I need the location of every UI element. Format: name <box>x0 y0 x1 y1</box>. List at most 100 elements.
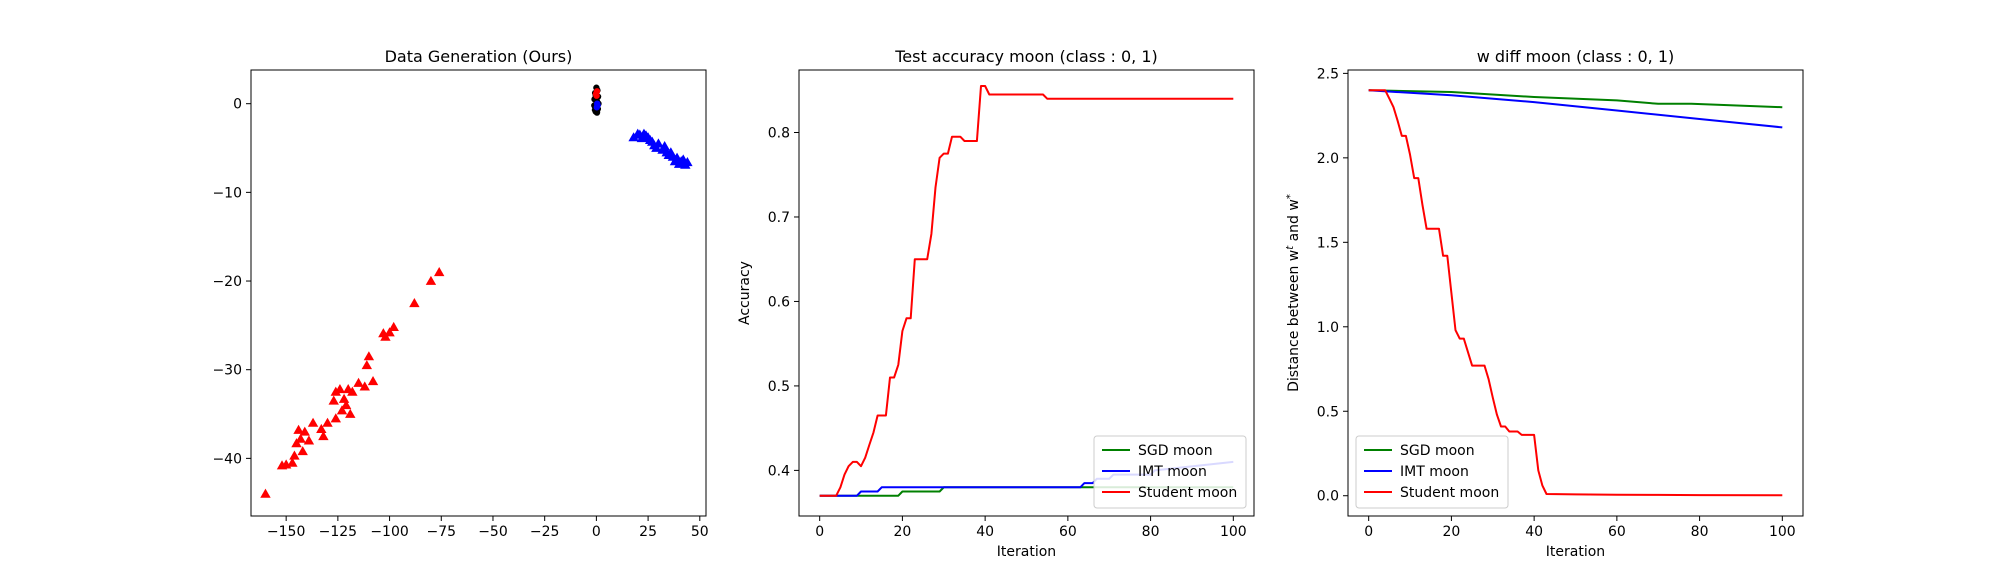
x-tick-label: −150 <box>267 524 305 540</box>
series-line-student-moon <box>1368 89 1783 497</box>
triangle-marker <box>363 351 375 361</box>
y-tick-label: 0.5 <box>768 379 790 395</box>
x-tick-label: −50 <box>478 524 508 540</box>
axes-frame <box>250 69 707 517</box>
triangle-marker <box>316 423 327 434</box>
y-axis-label-part: t <box>1285 245 1296 250</box>
x-tick-label: 60 <box>1608 524 1626 540</box>
chart-panel-2: 0 20 40 60 80 100 0.4 0.5 0.6 0.7 0.8 Test accuracy… <box>737 47 1255 560</box>
y-tick-label: −40 <box>212 451 242 467</box>
x-tick-label: 20 <box>893 524 911 540</box>
y-axis-label-part: and w <box>1286 199 1302 246</box>
legend-box <box>1355 435 1509 509</box>
triangle-marker <box>276 460 288 470</box>
y-tick-label: 0.4 <box>768 463 790 479</box>
x-tick-label: 0 <box>815 524 824 540</box>
y-tick-label: −10 <box>212 185 242 201</box>
series-line-student-moon <box>819 85 1234 497</box>
triangle-marker <box>322 417 333 427</box>
triangle-marker <box>384 327 395 337</box>
triangle-marker <box>293 424 304 434</box>
x-tick-label: −125 <box>319 524 357 540</box>
y-tick-label: 0.5 <box>1317 404 1339 420</box>
triangle-marker <box>307 417 319 427</box>
triangle-marker <box>330 386 341 396</box>
legend: SGD moon IMT moon Student moon <box>1093 435 1247 509</box>
dot-marker <box>594 102 601 109</box>
x-tick-label: 80 <box>1142 524 1160 540</box>
legend-label: SGD moon <box>1400 443 1475 459</box>
y-tick-label: 0.0 <box>1317 489 1339 505</box>
y-tick-label: 0.6 <box>768 294 790 310</box>
x-tick-label: 0 <box>1364 524 1373 540</box>
y-tick-label: 1.5 <box>1317 235 1339 251</box>
x-tick-label: 60 <box>1059 524 1077 540</box>
triangle-marker <box>361 360 373 370</box>
triangle-marker <box>353 377 364 387</box>
x-tick-label: 40 <box>1525 524 1543 540</box>
legend: SGD moon IMT moon Student moon <box>1355 435 1509 509</box>
x-axis-label: Iteration <box>997 544 1056 560</box>
triangle-marker <box>682 157 693 167</box>
y-axis-label: Accuracy <box>737 261 753 325</box>
x-axis-label: Iteration <box>1546 544 1605 560</box>
triangle-marker <box>338 393 350 403</box>
y-tick-label: 1.0 <box>1317 320 1339 336</box>
plot-area <box>260 84 693 498</box>
y-tick-label: −20 <box>212 274 242 290</box>
axes-frame <box>798 69 1255 517</box>
triangle-marker <box>297 446 308 456</box>
triangle-marker <box>336 405 348 415</box>
triangle-marker <box>295 433 306 443</box>
legend-label: Student moon <box>1400 485 1499 501</box>
dot-marker <box>593 92 600 99</box>
triangle-marker <box>425 275 437 285</box>
x-tick-label: 80 <box>1691 524 1709 540</box>
y-tick-label: −30 <box>212 363 242 379</box>
y-axis-label: Distance between wt and w* <box>1285 194 1303 392</box>
chart-panel-1: −150 −125 −100 −75 −50 −25 0 25 50 0 −10 −20 −30 −40 D… <box>212 47 708 540</box>
triangle-marker <box>347 386 358 396</box>
triangle-marker <box>289 450 300 460</box>
x-tick-label: −75 <box>426 524 456 540</box>
series-line-sgd-moon <box>1368 89 1783 109</box>
x-tick-label: 25 <box>639 524 657 540</box>
triangle-marker <box>378 328 389 338</box>
legend-label: IMT moon <box>1138 464 1207 480</box>
y-tick-label: 0 <box>233 97 242 113</box>
triangle-marker <box>287 457 298 467</box>
chart-title: w diff moon (class : 0, 1) <box>1477 47 1675 66</box>
chart-panel-3: 0 20 40 60 80 100 0.0 0.5 1.0 1.5 2.0 2.5 w diff moo… <box>1285 47 1804 560</box>
y-tick-label: 0.8 <box>768 126 790 142</box>
triangle-marker <box>303 435 315 445</box>
plot-area <box>819 85 1234 497</box>
triangle-marker <box>291 438 302 448</box>
x-tick-label: 40 <box>976 524 994 540</box>
triangle-marker <box>343 384 354 394</box>
x-tick-label: 20 <box>1442 524 1460 540</box>
triangle-marker <box>409 297 420 308</box>
y-tick-label: 2.5 <box>1317 66 1339 82</box>
x-tick-label: 0 <box>592 524 601 540</box>
legend-box <box>1093 435 1247 509</box>
x-tick-label: −100 <box>370 524 408 540</box>
triangle-marker <box>340 399 352 410</box>
legend-label: Student moon <box>1138 485 1237 501</box>
triangle-marker <box>318 430 329 441</box>
legend-label: IMT moon <box>1400 464 1469 480</box>
triangle-marker <box>359 381 370 391</box>
y-tick-label: 0.7 <box>768 210 790 226</box>
triangle-marker <box>434 266 445 277</box>
y-axis-label-part: Distance between w <box>1286 250 1302 392</box>
chart-title: Data Generation (Ours) <box>385 47 573 66</box>
triangle-marker <box>367 376 379 386</box>
triangle-marker <box>328 395 339 405</box>
x-tick-label: 100 <box>1220 524 1247 540</box>
triangle-marker <box>659 141 670 151</box>
chart-title: Test accuracy moon (class : 0, 1) <box>894 47 1158 66</box>
triangle-marker <box>260 488 271 498</box>
legend-label: SGD moon <box>1138 443 1213 459</box>
plot-area <box>1368 89 1783 497</box>
triangle-marker <box>653 138 664 148</box>
